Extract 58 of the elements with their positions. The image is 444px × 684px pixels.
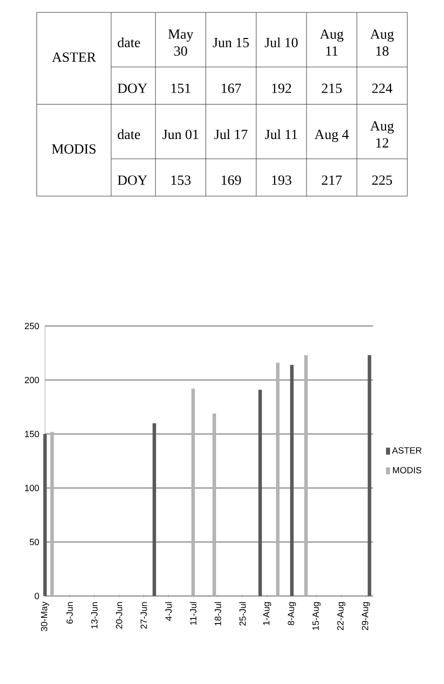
bar — [276, 362, 280, 596]
text: 224 — [372, 84, 392, 93]
text: DOY — [118, 175, 148, 185]
bar — [212, 413, 216, 596]
text: ASTER — [52, 52, 96, 62]
text: MODIS — [52, 144, 96, 154]
bar — [43, 434, 47, 596]
text: date — [118, 37, 140, 48]
text: Aug 11 — [320, 29, 344, 56]
y-tick-label: 0 — [34, 592, 40, 600]
x-tick-label: 1-Aug — [263, 602, 272, 625]
text: Aug 18 — [370, 29, 394, 56]
text: 169 — [222, 175, 241, 185]
text: DOY — [118, 84, 148, 94]
y-tick-label: 200 — [24, 376, 40, 384]
bar — [191, 388, 195, 596]
x-tick-label: 25-Jul — [239, 602, 246, 626]
y-tick-label: 50 — [30, 538, 40, 546]
x-tick-label: 27-Jun — [140, 602, 147, 629]
text: Jun 01 — [162, 130, 198, 140]
x-tick-label: 18-Jul — [214, 602, 222, 626]
y-tick-label: 100 — [25, 484, 40, 492]
text: 225 — [372, 175, 392, 185]
bar — [304, 355, 308, 596]
text: Jul 17 — [214, 129, 248, 140]
bar — [152, 423, 156, 596]
bar — [50, 432, 54, 596]
legend-label: ASTER — [392, 447, 422, 454]
text: Jul 10 — [264, 37, 298, 48]
legend-label: MODIS — [393, 466, 422, 474]
y-tick-label: 150 — [25, 430, 40, 438]
text: May 30 — [168, 30, 194, 56]
text: Jul 11 — [265, 129, 298, 140]
x-tick-label: 11-Jul — [190, 602, 196, 625]
x-tick-label: 22-Aug — [337, 602, 346, 630]
text: 167 — [222, 84, 242, 94]
text: 193 — [272, 175, 292, 185]
text: 192 — [272, 84, 292, 94]
x-tick-label: 6-Jun — [66, 602, 73, 624]
x-tick-label: 30-May — [40, 602, 50, 632]
text: 217 — [322, 175, 342, 185]
bar — [290, 364, 294, 596]
x-tick-label: 4-Jul — [165, 602, 172, 621]
bar — [258, 390, 262, 596]
bar — [368, 355, 372, 596]
x-tick-label: 13-Jun — [91, 602, 98, 628]
text: date — [118, 129, 140, 140]
x-tick-label: 29-Aug — [362, 602, 370, 630]
text: 215 — [322, 84, 342, 94]
x-tick-label: 20-Jun — [116, 602, 122, 629]
text: Aug 4 — [314, 130, 349, 142]
x-tick-label: 15-Aug — [312, 602, 321, 630]
text: 151 — [171, 84, 190, 94]
text: 153 — [171, 175, 191, 185]
text: Aug 12 — [370, 121, 394, 148]
y-tick-label: 250 — [24, 322, 40, 330]
text: Jun 15 — [212, 38, 249, 48]
x-tick-label: 8-Aug — [288, 602, 296, 626]
